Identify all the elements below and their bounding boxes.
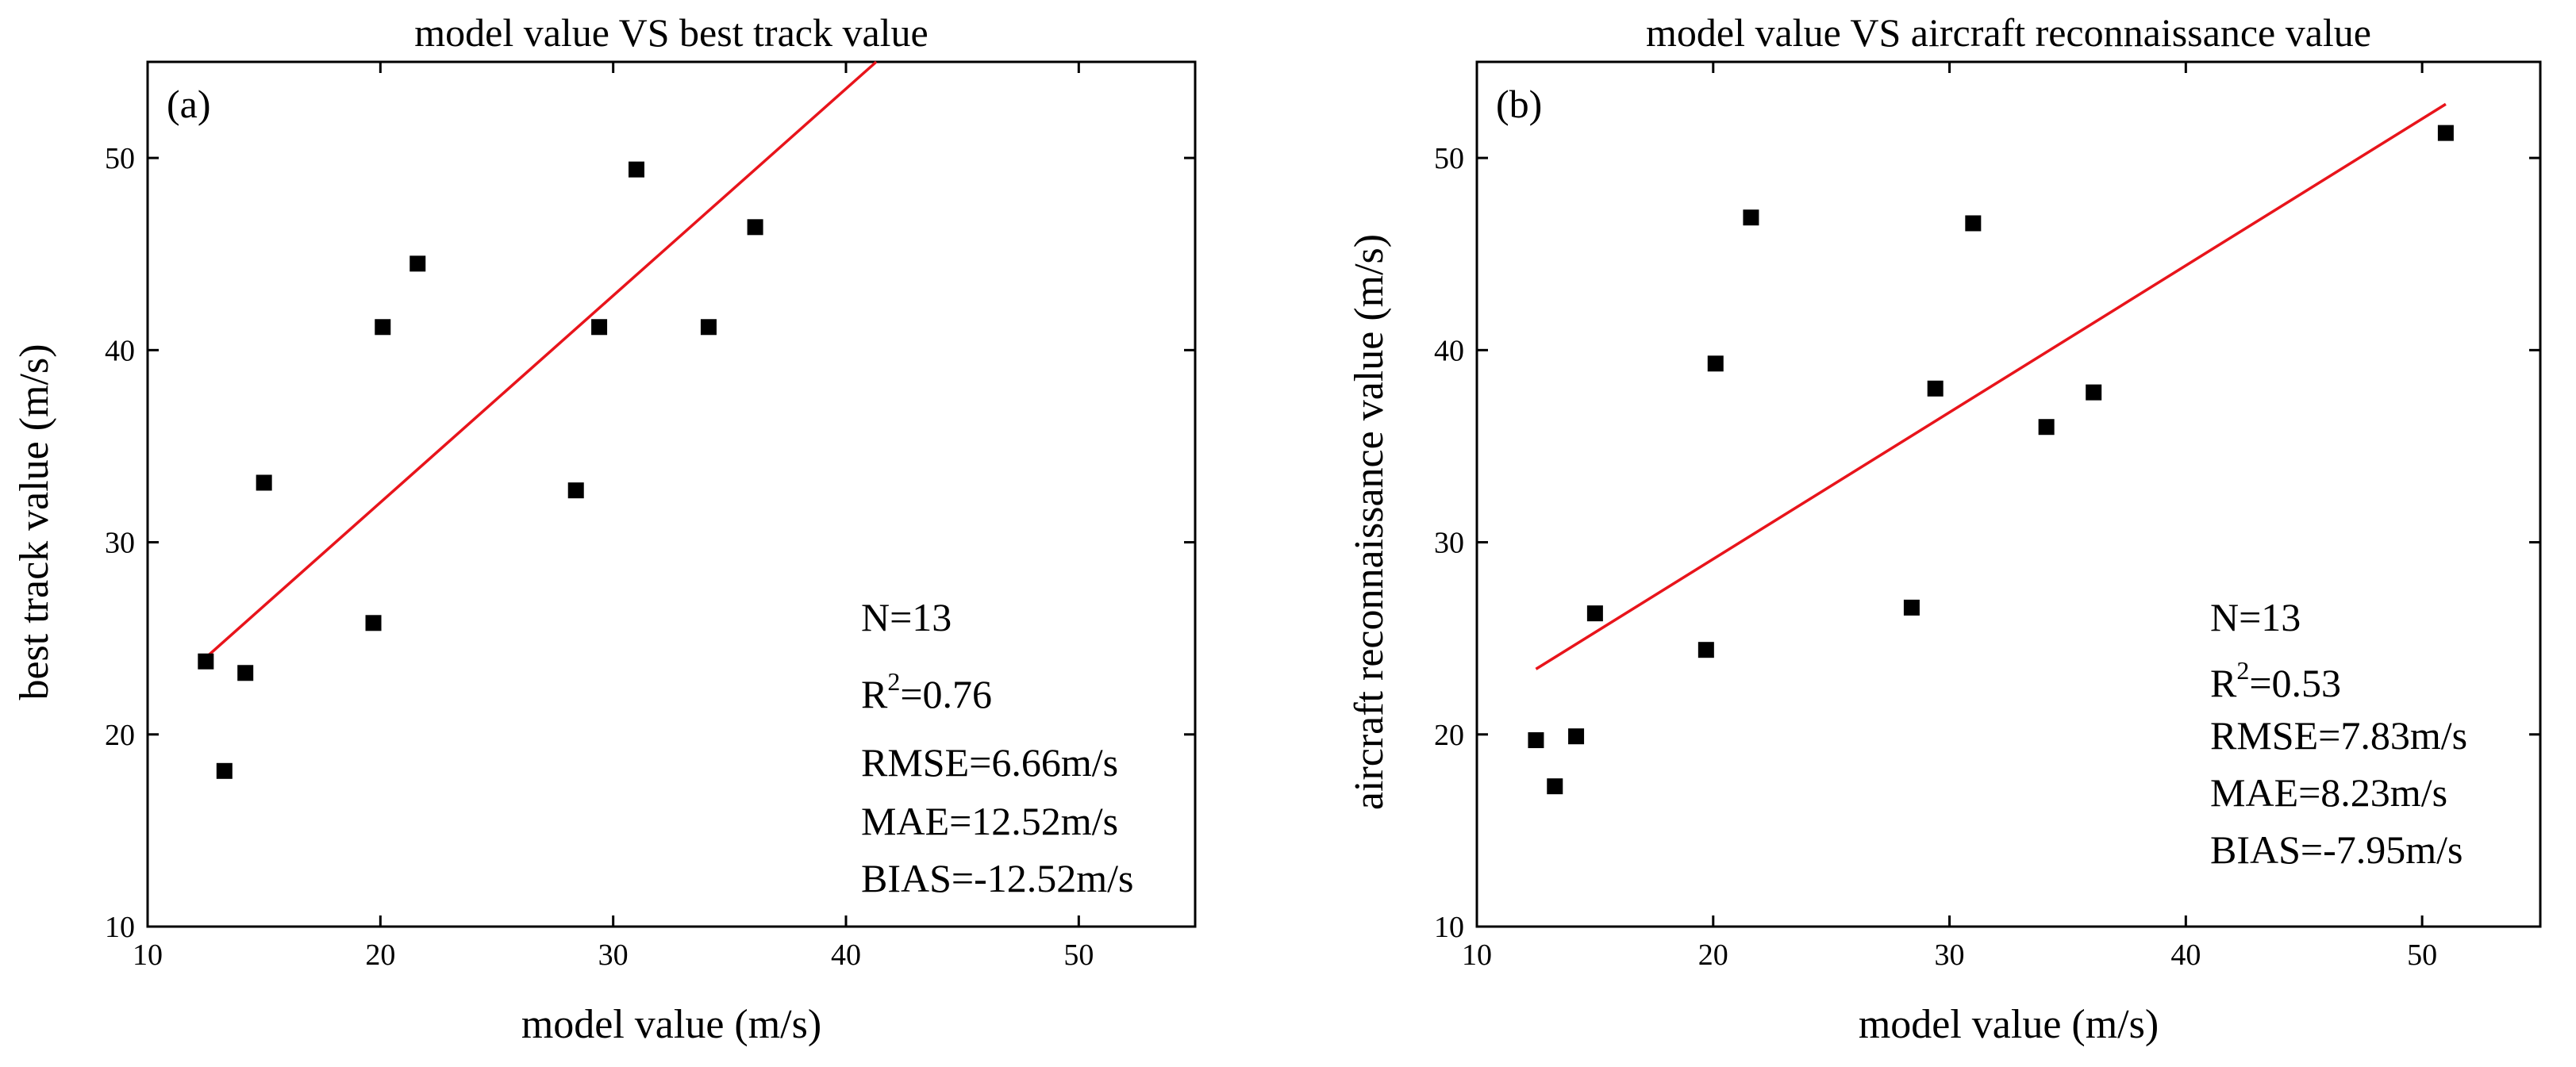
stats-box: N=13 R2=0.76 RMSE=6.66m/s MAE=12.52m/s B… xyxy=(861,595,1134,900)
x-tick-label: 30 xyxy=(598,938,629,972)
fit-line-group xyxy=(1535,102,2447,670)
plot-frame xyxy=(146,60,1197,928)
plot-border xyxy=(146,60,1197,928)
data-point xyxy=(1965,215,1982,232)
data-point xyxy=(2038,419,2055,436)
data-point xyxy=(1903,599,1920,616)
stat-mae: MAE=8.23m/s xyxy=(2210,770,2447,815)
stat-r2: R2=0.53 xyxy=(2210,656,2341,705)
x-tick-label: 50 xyxy=(2407,938,2437,972)
y-tick-label: 20 xyxy=(105,719,135,752)
data-point xyxy=(365,615,382,631)
stat-r2: R2=0.76 xyxy=(861,667,992,716)
fit-line xyxy=(205,60,878,659)
data-point xyxy=(1707,355,1724,372)
data-point xyxy=(216,762,233,779)
y-axis-label: aircraft reconnaissance value (m/s) xyxy=(1347,234,1392,810)
fit-line xyxy=(1535,102,2447,670)
plot-frame xyxy=(1475,60,2542,928)
y-tick-label: 50 xyxy=(105,142,135,175)
stat-bias: BIAS=-7.95m/s xyxy=(2210,827,2463,872)
x-axis-label: model value (m/s) xyxy=(1859,1002,2159,1047)
data-point xyxy=(629,161,644,178)
data-point xyxy=(256,474,272,491)
x-tick-label: 30 xyxy=(1935,938,1965,972)
x-tick-label: 40 xyxy=(2170,938,2201,972)
x-tick-label: 10 xyxy=(133,938,163,972)
data-point xyxy=(198,653,214,670)
stat-n: N=13 xyxy=(2210,595,2301,639)
chart-title: model value VS aircraft reconnaissance v… xyxy=(1646,10,2371,55)
y-tick-label: 40 xyxy=(1434,334,1464,367)
data-point xyxy=(747,219,763,236)
panel-a: model value VS best track value best tra… xyxy=(12,10,1197,1047)
y-tick-label: 40 xyxy=(105,334,135,367)
x-tick-label: 10 xyxy=(1462,938,1492,972)
panel-label: (a) xyxy=(167,82,211,126)
x-axis-label: model value (m/s) xyxy=(521,1002,821,1047)
plot-border xyxy=(1475,60,2542,928)
stat-r2-prefix: R xyxy=(2210,661,2237,705)
data-point xyxy=(700,319,717,336)
data-point xyxy=(1927,380,1944,397)
stat-rmse: RMSE=6.66m/s xyxy=(861,740,1118,785)
y-tick-label: 10 xyxy=(1434,911,1464,944)
data-point xyxy=(237,665,254,681)
data-point xyxy=(375,319,391,336)
ticks: 10 20 30 40 50 10 20 30 40 50 xyxy=(1434,62,2540,972)
y-tick-label: 30 xyxy=(105,527,135,560)
panel-label: (b) xyxy=(1496,82,1542,126)
x-tick-label: 20 xyxy=(365,938,395,972)
stat-n: N=13 xyxy=(861,595,952,639)
data-points xyxy=(198,161,763,779)
data-point xyxy=(409,255,426,272)
y-tick-label: 20 xyxy=(1434,719,1464,752)
stat-mae: MAE=12.52m/s xyxy=(861,799,1118,843)
data-point xyxy=(1528,732,1544,749)
data-point xyxy=(1743,209,1759,226)
stat-r2-value: =0.53 xyxy=(2249,661,2341,705)
y-tick-label: 10 xyxy=(105,911,135,944)
stat-r2-sup: 2 xyxy=(887,667,900,696)
fit-line-group xyxy=(205,60,878,659)
stat-r2-prefix: R xyxy=(861,672,888,716)
data-points xyxy=(1528,125,2454,795)
stat-r2-value: =0.76 xyxy=(900,672,992,716)
data-point xyxy=(1547,778,1563,795)
x-tick-label: 40 xyxy=(831,938,861,972)
y-axis-label: best track value (m/s) xyxy=(12,344,57,700)
stat-r2-sup: 2 xyxy=(2236,656,2249,685)
data-point xyxy=(591,319,608,336)
stat-bias: BIAS=-12.52m/s xyxy=(861,856,1134,900)
x-tick-label: 50 xyxy=(1063,938,1094,972)
data-point xyxy=(1586,605,1603,622)
stats-box: N=13 R2=0.53 RMSE=7.83m/s MAE=8.23m/s BI… xyxy=(2210,595,2467,872)
data-point xyxy=(1697,642,1714,658)
y-tick-label: 50 xyxy=(1434,142,1464,175)
y-tick-label: 30 xyxy=(1434,527,1464,560)
data-point xyxy=(2437,125,2454,141)
data-point xyxy=(567,482,584,499)
panel-b: model value VS aircraft reconnaissance v… xyxy=(1347,10,2542,1047)
data-point xyxy=(2086,384,2102,401)
ticks: 10 20 30 40 50 10 20 30 40 50 xyxy=(105,62,1195,972)
chart-title: model value VS best track value xyxy=(414,10,929,55)
x-tick-label: 20 xyxy=(1698,938,1728,972)
stat-rmse: RMSE=7.83m/s xyxy=(2210,713,2467,758)
data-point xyxy=(1568,728,1585,745)
